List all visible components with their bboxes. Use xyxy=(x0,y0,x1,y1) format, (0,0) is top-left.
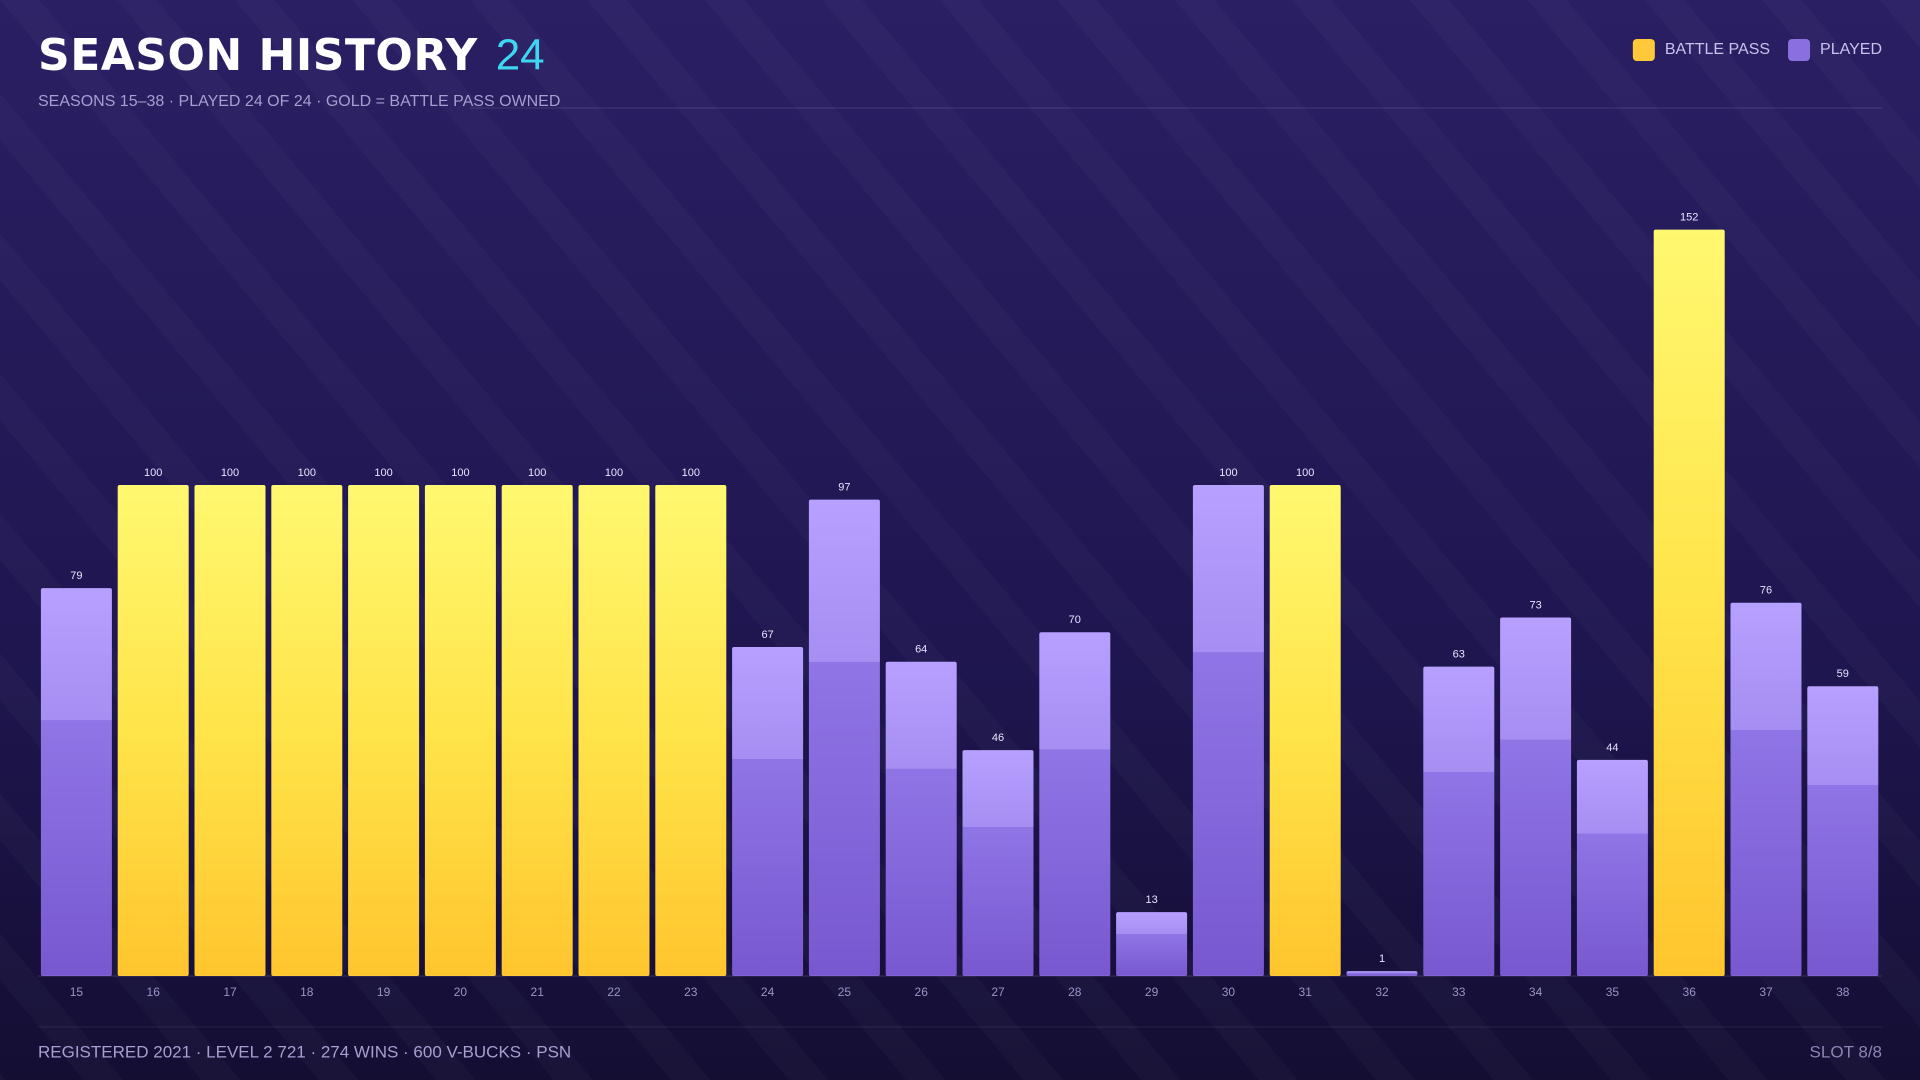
bar xyxy=(578,484,650,976)
legend-label: BATTLE PASS xyxy=(1665,41,1770,58)
value-label: 152 xyxy=(1680,212,1698,224)
legend-swatch xyxy=(1632,39,1655,61)
bar xyxy=(732,646,804,976)
value-label: 64 xyxy=(915,644,927,656)
x-tick-label: 20 xyxy=(454,985,468,999)
title-count: 24 xyxy=(496,31,545,80)
value-label: 100 xyxy=(144,467,162,479)
plot: 79 15 100 16 100 17 100 18 100 19 100 20 100 21 100 22 1… xyxy=(38,212,1882,999)
legend: PLAYED BATTLE PASS xyxy=(1632,39,1882,61)
bar xyxy=(1192,484,1264,976)
footer-info: REGISTERED 2021 · LEVEL 2 721 · 274 WINS… xyxy=(38,1042,571,1061)
bar xyxy=(1653,229,1725,977)
x-tick-label: 28 xyxy=(1068,985,1082,999)
x-tick-label: 36 xyxy=(1683,985,1697,999)
value-label: 44 xyxy=(1606,742,1618,754)
bar xyxy=(271,484,343,976)
x-tick-label: 15 xyxy=(70,985,84,999)
x-tick-label: 16 xyxy=(147,985,161,999)
value-label: 100 xyxy=(374,467,392,479)
bar xyxy=(1576,759,1648,976)
subtitle: SEASONS 15–38 · PLAYED 24 OF 24 · GOLD =… xyxy=(38,93,560,110)
value-label: 1 xyxy=(1379,953,1385,965)
value-label: 100 xyxy=(605,467,623,479)
value-label: 76 xyxy=(1760,585,1772,597)
bar xyxy=(1116,912,1188,976)
x-tick-label: 35 xyxy=(1606,985,1620,999)
bar xyxy=(885,661,957,976)
value-label: 100 xyxy=(682,467,700,479)
bar xyxy=(501,484,573,976)
x-tick-label: 33 xyxy=(1452,985,1466,999)
value-label: 79 xyxy=(70,570,82,582)
value-label: 63 xyxy=(1453,649,1465,661)
bar xyxy=(424,484,496,976)
bar xyxy=(808,499,880,976)
value-label: 100 xyxy=(528,467,546,479)
value-label: 100 xyxy=(298,467,316,479)
x-tick-label: 27 xyxy=(991,985,1005,999)
bar xyxy=(1346,971,1418,976)
x-tick-label: 31 xyxy=(1299,985,1313,999)
bar xyxy=(40,588,112,976)
bar xyxy=(1269,484,1341,976)
value-label: 100 xyxy=(221,467,239,479)
bar xyxy=(194,484,266,976)
value-label: 46 xyxy=(992,732,1004,744)
bar xyxy=(117,484,189,976)
x-tick-label: 34 xyxy=(1529,985,1543,999)
bar xyxy=(348,484,420,976)
x-tick-label: 22 xyxy=(607,985,621,999)
value-label: 70 xyxy=(1069,614,1081,626)
x-tick-label: 29 xyxy=(1145,985,1159,999)
value-label: 97 xyxy=(838,482,850,494)
x-tick-label: 26 xyxy=(915,985,929,999)
x-tick-label: 21 xyxy=(531,985,545,999)
x-tick-label: 38 xyxy=(1836,985,1850,999)
value-label: 100 xyxy=(451,467,469,479)
value-label: 59 xyxy=(1837,668,1849,680)
x-tick-label: 37 xyxy=(1759,985,1773,999)
bar xyxy=(1500,617,1572,976)
bar xyxy=(962,750,1034,976)
x-tick-label: 17 xyxy=(223,985,237,999)
value-label: 13 xyxy=(1145,894,1157,906)
x-tick-label: 25 xyxy=(838,985,852,999)
x-tick-label: 30 xyxy=(1222,985,1236,999)
legend-label: PLAYED xyxy=(1820,41,1882,58)
value-label: 67 xyxy=(761,629,773,641)
title: SEASON HISTORY xyxy=(38,30,478,81)
footer-slot: SLOT 8/8 xyxy=(1810,1042,1882,1061)
bar xyxy=(1807,686,1879,976)
bar xyxy=(1039,632,1111,976)
x-tick-label: 19 xyxy=(377,985,391,999)
bar xyxy=(1730,602,1802,976)
x-tick-label: 18 xyxy=(300,985,314,999)
bar xyxy=(1423,666,1495,976)
x-tick-label: 23 xyxy=(684,985,698,999)
value-label: 100 xyxy=(1296,467,1314,479)
bar xyxy=(655,484,727,976)
legend-swatch xyxy=(1788,39,1811,61)
value-label: 73 xyxy=(1529,599,1541,611)
x-tick-label: 32 xyxy=(1375,985,1389,999)
value-label: 100 xyxy=(1219,467,1237,479)
x-tick-label: 24 xyxy=(761,985,775,999)
